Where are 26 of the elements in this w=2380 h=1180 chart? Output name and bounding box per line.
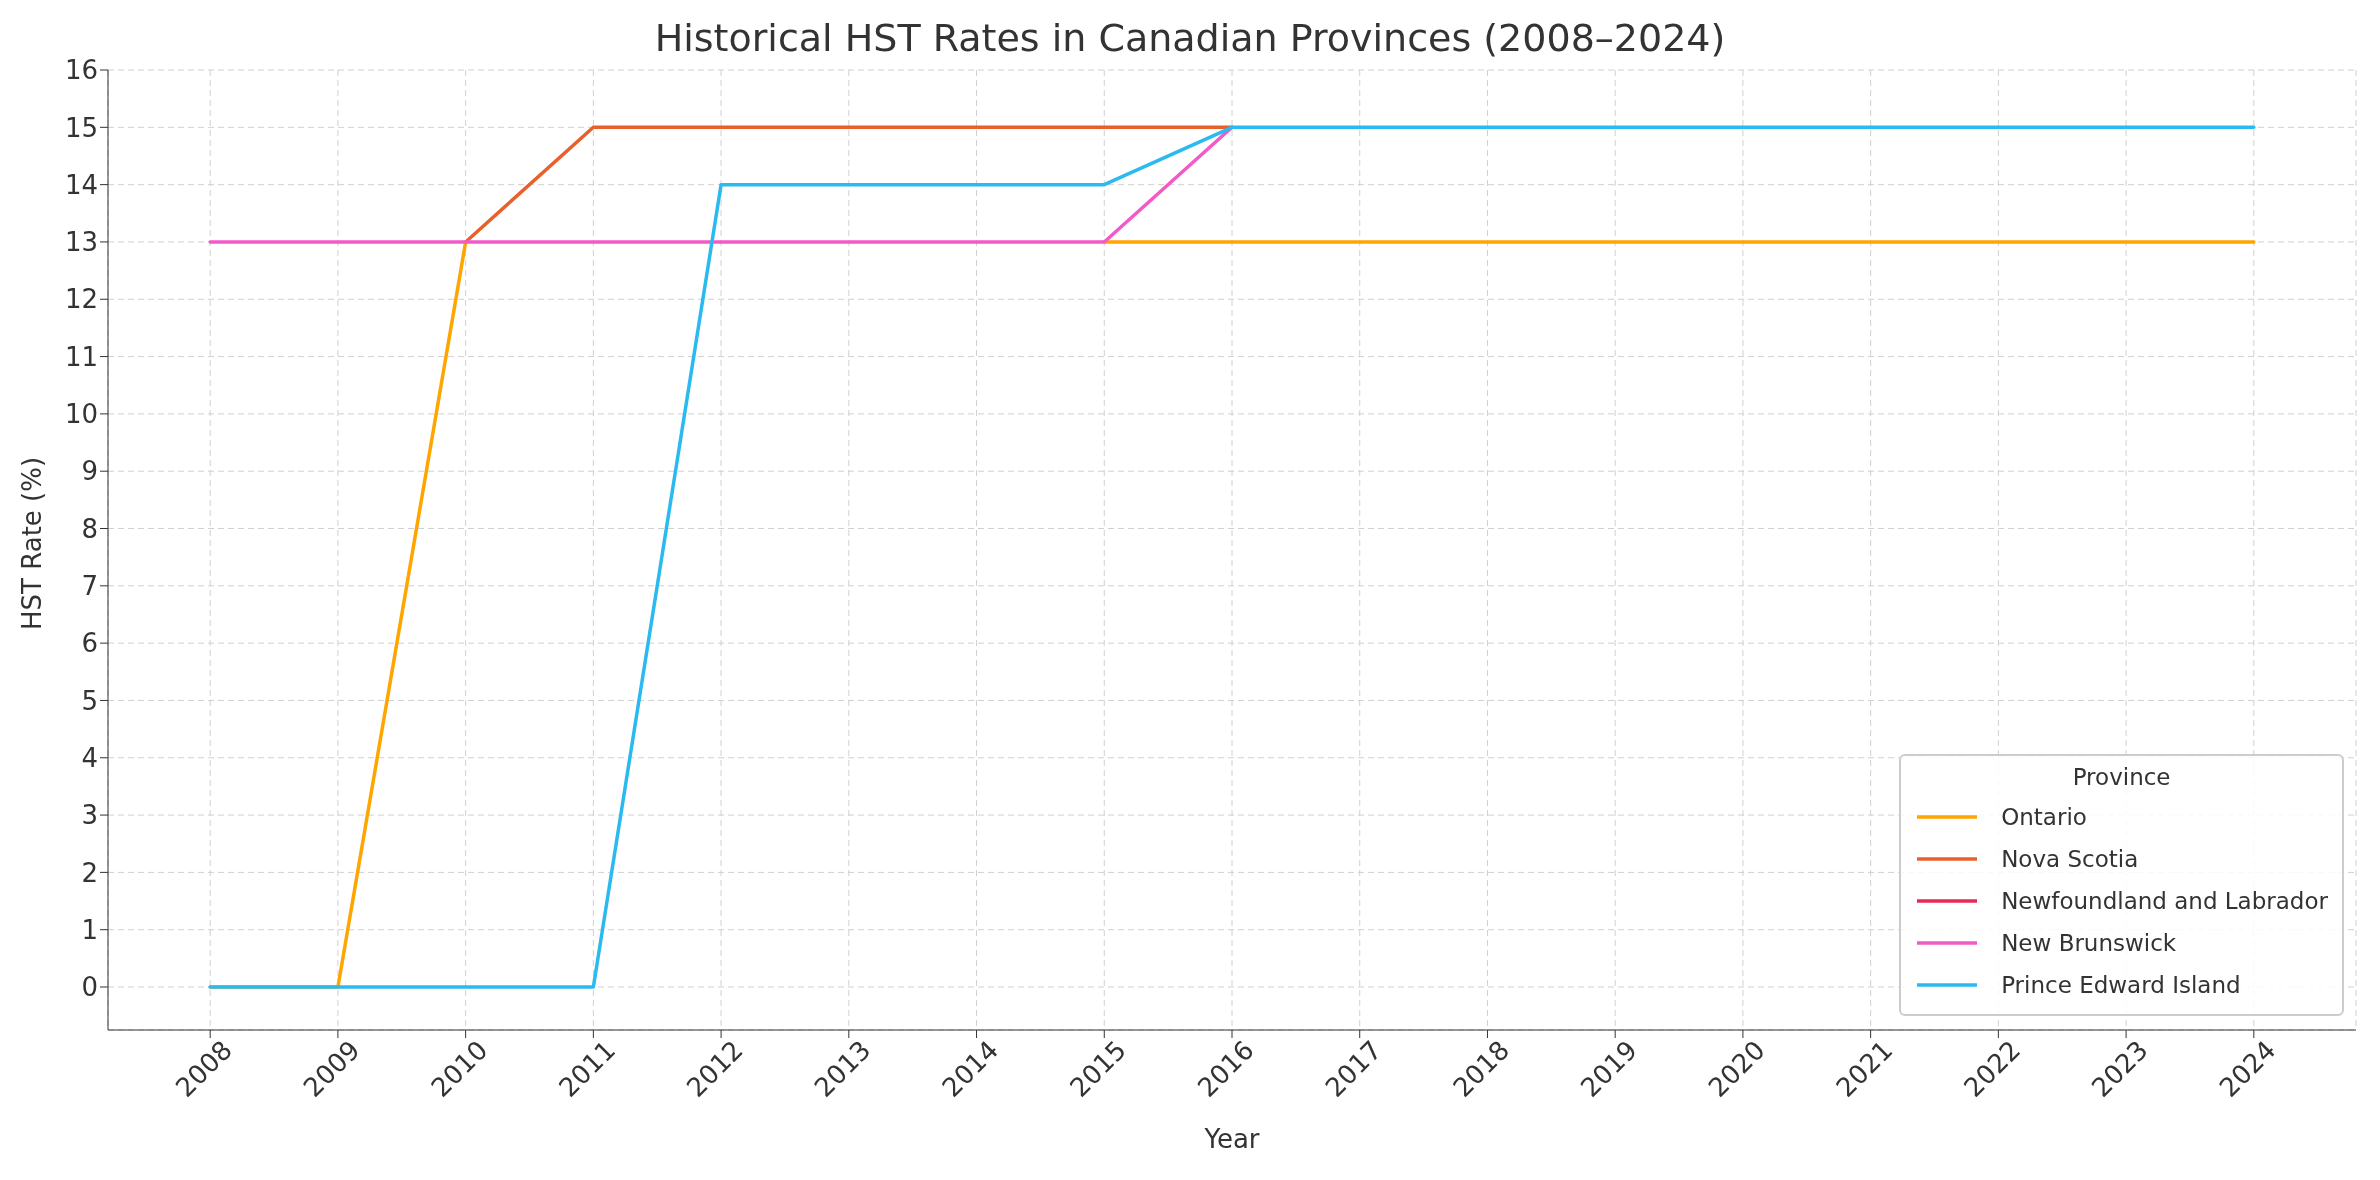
legend-label: Nova Scotia [2001,846,2139,872]
y-tick-label: 5 [81,685,98,716]
y-tick-label: 4 [81,742,98,773]
legend-label: New Brunswick [2001,930,2177,956]
y-tick-label: 3 [81,800,98,831]
y-tick-label: 8 [81,513,98,544]
y-tick-label: 15 [64,112,98,143]
y-tick-label: 14 [64,169,98,200]
legend-label: Ontario [2001,804,2087,830]
legend-label: Prince Edward Island [2001,972,2241,998]
y-tick-label: 12 [64,284,98,315]
y-tick-label: 10 [64,399,98,430]
y-tick-label: 13 [64,227,98,258]
legend-title: Province [2071,764,2172,790]
y-tick-label: 7 [81,571,98,602]
y-tick-label: 9 [81,456,98,487]
y-tick-label: 11 [64,341,98,372]
y-axis-title: HST Rate (%) [17,456,48,630]
y-tick-label: 1 [81,914,98,945]
y-tick-label: 16 [64,55,98,86]
y-tick-label: 6 [81,628,98,659]
x-axis-title: Year [1203,1124,1260,1154]
y-tick-label: 0 [81,972,98,1003]
legend-label: Newfoundland and Labrador [2001,888,2328,914]
chart-title: Historical HST Rates in Canadian Provinces (2008–2024) [654,16,1726,60]
y-tick-label: 2 [81,857,98,888]
